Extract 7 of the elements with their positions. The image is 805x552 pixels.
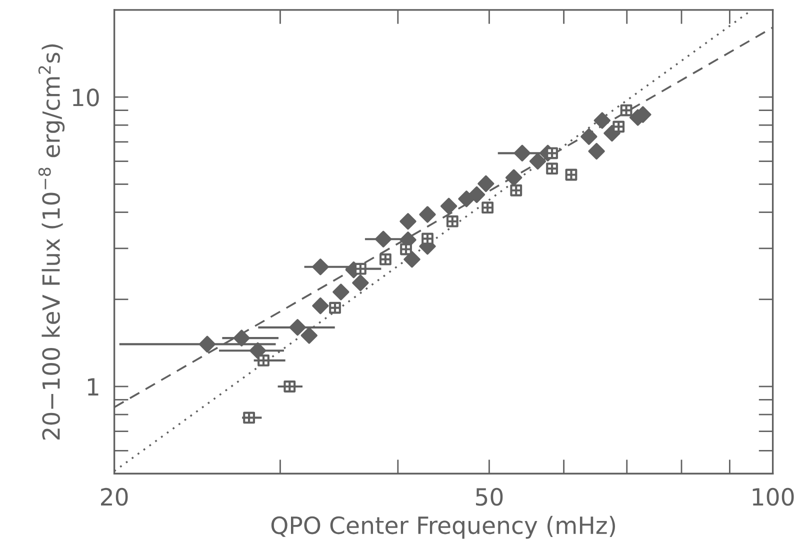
y-tick-label: 10 [72,88,99,106]
x-tick-label: 50 [476,488,503,506]
x-tick-label: 20 [101,488,128,506]
x-tick-label: 100 [752,488,794,506]
x-axis-title: QPO Center Frequency (mHz) [271,516,615,539]
y-tick-label: 1 [88,378,98,396]
y-axis-title: 20−100 keV Flux (10$^{−8}$ erg/cm$^{2}$s) [38,44,65,440]
